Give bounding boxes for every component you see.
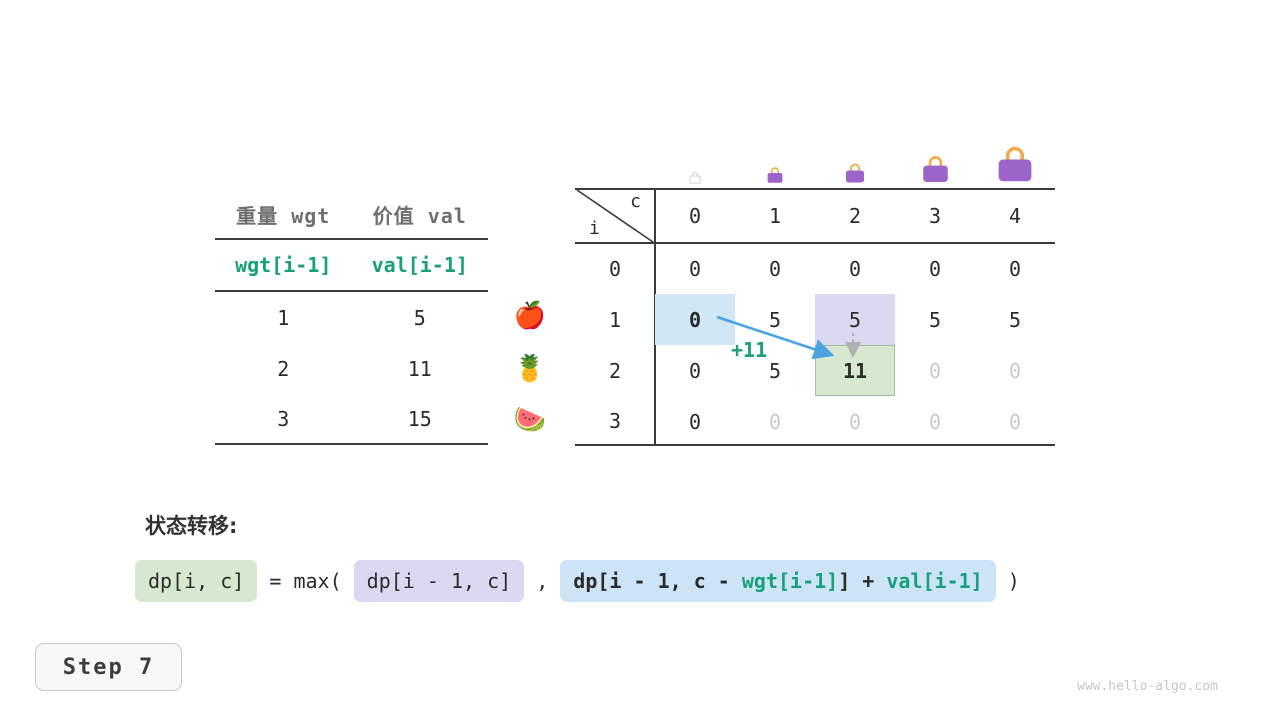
watermelon-icon: 🍉 <box>513 405 547 435</box>
col-header-3: 3 <box>928 203 942 228</box>
state-transition-formula: dp[i, c] = max( dp[i - 1, c] , dp[i - 1,… <box>135 560 1020 602</box>
dp-col-headers: 0 1 2 3 4 <box>655 188 1055 243</box>
bag-icon-capacity-3 <box>895 138 975 184</box>
items-table-subheader: wgt[i-1] val[i-1] <box>215 240 488 292</box>
dp-row-3: 0 0 0 0 0 <box>655 396 1055 447</box>
item-row-2: 2 11 <box>215 343 488 394</box>
bag-icon-capacity-4 <box>975 138 1055 184</box>
capacity-axis-label: c <box>630 191 641 212</box>
take-chip-plus: ] + <box>838 569 887 593</box>
comma-token: , <box>524 569 561 593</box>
dp-cell-3-3: 0 <box>928 409 942 434</box>
col-header-4: 4 <box>1008 203 1022 228</box>
row-label-0: 0 <box>608 256 622 281</box>
item-row-3: 3 15 <box>215 394 488 445</box>
dp-row-labels: 0 1 2 3 <box>575 243 655 446</box>
dp-cell-1-2-source: 5 <box>815 294 895 345</box>
take-chip-val: val[i-1] <box>886 569 983 593</box>
item-3-value: 15 <box>407 406 432 431</box>
col-header-1: 1 <box>768 203 782 228</box>
dp-cell-1-0-source: 0 <box>655 294 735 345</box>
bag-icon-capacity-0 <box>655 138 735 184</box>
apple-icon: 🍎 <box>513 301 547 331</box>
dp-cell-2-1: 5 <box>768 358 782 383</box>
dp-table: c i 0 1 2 3 4 0 1 2 3 0 0 0 0 0 0 <box>575 188 1055 446</box>
dp-cell-3-0: 0 <box>688 409 702 434</box>
dp-cell-0-3: 0 <box>928 256 942 281</box>
val-symbol: val[i-1] <box>371 253 468 277</box>
dp-row-1: 0 5 5 5 5 <box>655 294 1055 345</box>
capacity-bags <box>655 138 1055 184</box>
dp-table-bottom-rule <box>575 444 1055 446</box>
item-2-value: 11 <box>407 356 432 381</box>
dp-cell-0-4: 0 <box>1008 256 1022 281</box>
equals-max-token: = max( <box>257 569 354 593</box>
take-chip-wgt: wgt[i-1] <box>741 569 839 593</box>
wgt-symbol: wgt[i-1] <box>235 253 332 277</box>
dp-cell-0-2: 0 <box>848 256 862 281</box>
row-label-2: 2 <box>608 358 622 383</box>
item-row-1: 1 5 <box>215 292 488 343</box>
value-column-header: 价值 val <box>372 203 467 228</box>
dp-table-top-rule <box>575 188 1055 190</box>
dp-row-2: 0 5 11 0 0 <box>655 345 1055 396</box>
dp-cell-2-2-current: 11 <box>815 345 895 396</box>
item-3-weight: 3 <box>277 406 290 431</box>
corner-diagonal-line <box>576 189 654 243</box>
row-label-3: 3 <box>608 409 622 433</box>
dp-cell-1-4: 5 <box>1008 307 1022 332</box>
close-paren-token: ) <box>995 569 1020 593</box>
dp-cell-3-1: 0 <box>768 409 782 434</box>
dp-cell-2-0: 0 <box>688 358 702 383</box>
state-transition-title: 状态转移: <box>145 514 238 538</box>
item-axis-label: i <box>589 218 600 239</box>
item-1-value: 5 <box>413 305 426 330</box>
dp-cell-0-0: 0 <box>688 256 702 281</box>
row-label-1: 1 <box>608 307 622 332</box>
watermark: www.hello-algo.com <box>1077 679 1218 694</box>
bag-icon-capacity-1 <box>735 138 815 184</box>
col-header-0: 0 <box>688 203 702 228</box>
item-1-weight: 1 <box>277 305 290 330</box>
take-chip-prefix: dp[i - 1, c - <box>573 569 742 593</box>
dp-table-corner: c i <box>575 188 655 243</box>
dp-row-0: 0 0 0 0 0 <box>655 243 1055 294</box>
plus-value-label: +11 <box>731 338 768 362</box>
dp-cell-1-3: 5 <box>928 307 942 332</box>
dp-keep-chip: dp[i - 1, c] <box>353 560 525 602</box>
col-header-2: 2 <box>848 203 862 228</box>
step-badge: Step 7 <box>35 643 182 691</box>
item-2-weight: 2 <box>277 356 290 381</box>
dp-current-chip: dp[i, c] <box>135 560 258 602</box>
dp-table-header-rule <box>575 242 1055 244</box>
dp-take-chip: dp[i - 1, c - wgt[i-1]] + val[i-1] <box>560 560 996 602</box>
items-table-header: 重量 wgt 价值 val <box>215 190 488 240</box>
weight-column-header: 重量 wgt <box>236 203 331 228</box>
bag-icon-capacity-2 <box>815 138 895 184</box>
dp-cell-3-2: 0 <box>848 409 862 434</box>
dp-cell-2-3: 0 <box>928 358 942 383</box>
dp-cell-2-4: 0 <box>1008 358 1022 383</box>
items-table: 重量 wgt 价值 val wgt[i-1] val[i-1] 1 5 2 11… <box>215 190 488 445</box>
pineapple-icon: 🍍 <box>513 354 547 384</box>
dp-cell-3-4: 0 <box>1008 409 1022 434</box>
dp-grid: 0 0 0 0 0 0 5 5 5 5 0 5 11 0 0 0 <box>655 243 1055 447</box>
dp-cell-0-1: 0 <box>768 256 782 281</box>
